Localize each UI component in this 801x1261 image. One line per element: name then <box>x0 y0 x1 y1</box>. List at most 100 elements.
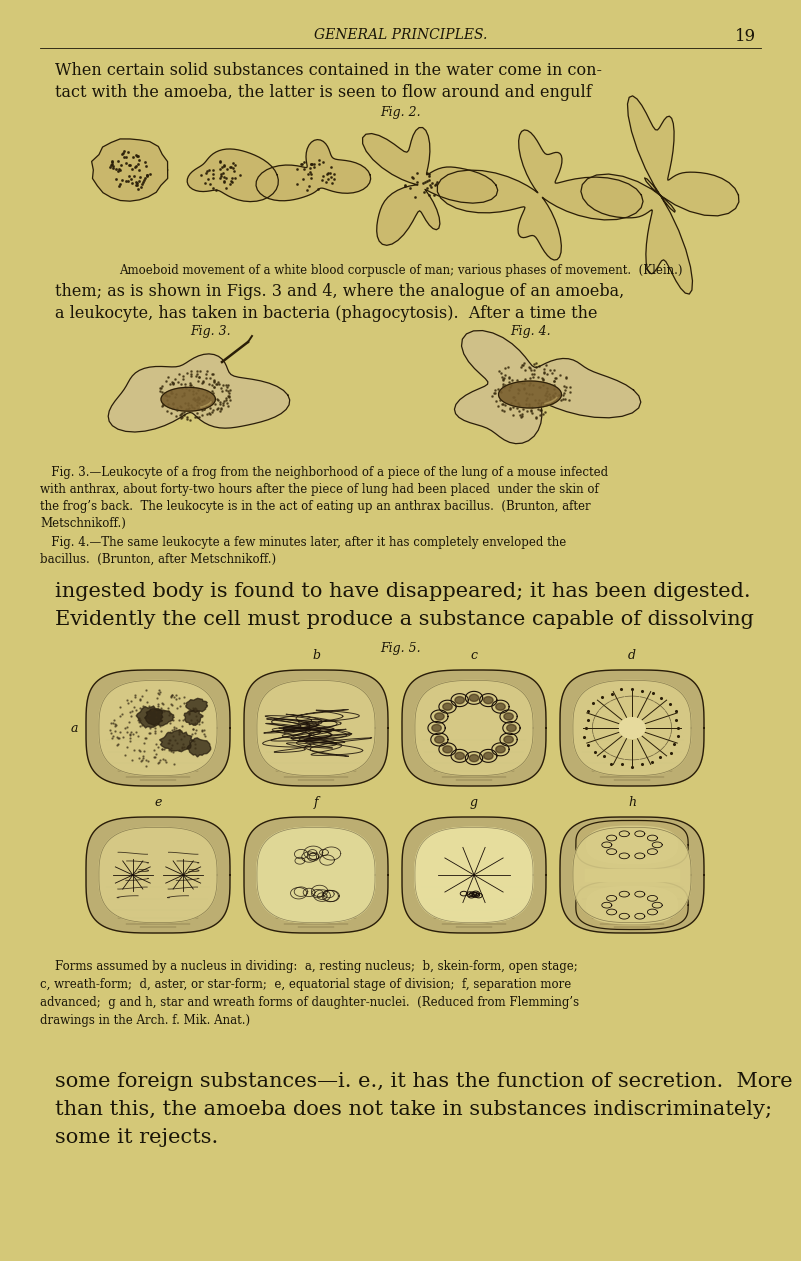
Point <box>167 395 180 415</box>
Point <box>143 705 155 725</box>
Point <box>191 392 203 412</box>
Point <box>155 699 167 719</box>
Point <box>215 165 227 185</box>
Text: When certain solid substances contained in the water come in con-: When certain solid substances contained … <box>55 62 602 79</box>
Point <box>204 397 217 417</box>
Point <box>119 719 132 739</box>
Point <box>304 168 317 188</box>
Point <box>159 386 171 406</box>
Point <box>163 730 176 750</box>
Point <box>187 377 199 397</box>
Point <box>131 154 144 174</box>
Point <box>120 690 133 710</box>
Point <box>185 366 198 386</box>
Point <box>153 680 166 700</box>
Point <box>149 701 162 721</box>
Point <box>120 723 133 743</box>
Point <box>114 160 127 180</box>
Point <box>417 173 430 193</box>
Point <box>190 710 203 730</box>
Point <box>523 396 536 416</box>
Point <box>604 754 617 774</box>
Point <box>163 375 176 395</box>
Point <box>153 683 166 704</box>
Point <box>190 366 203 386</box>
Point <box>546 386 559 406</box>
Point <box>119 171 132 192</box>
Point <box>207 377 220 397</box>
Point <box>122 694 135 714</box>
Point <box>155 739 168 759</box>
Point <box>499 395 512 415</box>
Polygon shape <box>86 670 230 786</box>
Point <box>537 362 550 382</box>
Point <box>175 373 187 393</box>
Point <box>133 171 146 192</box>
Point <box>553 364 566 385</box>
Point <box>203 404 215 424</box>
Point <box>297 159 310 179</box>
Point <box>184 710 197 730</box>
Point <box>214 151 227 171</box>
Point <box>110 159 123 179</box>
Point <box>140 728 153 748</box>
Point <box>191 361 203 381</box>
Polygon shape <box>573 827 691 923</box>
Point <box>558 390 571 410</box>
Point <box>529 407 542 427</box>
Point <box>164 381 177 401</box>
Polygon shape <box>257 827 375 923</box>
Point <box>131 173 143 193</box>
Point <box>188 390 201 410</box>
Point <box>130 721 143 741</box>
Polygon shape <box>244 817 388 933</box>
Point <box>626 757 638 777</box>
Point <box>406 168 419 188</box>
Point <box>191 407 203 427</box>
Text: with anthrax, about forty-two hours after the piece of lung had been placed  und: with anthrax, about forty-two hours afte… <box>40 483 599 496</box>
Point <box>430 174 443 194</box>
Point <box>514 357 527 377</box>
Point <box>148 747 161 767</box>
Point <box>119 148 132 168</box>
Point <box>196 371 209 391</box>
Text: GENERAL PRINCIPLES.: GENERAL PRINCIPLES. <box>314 28 487 42</box>
Point <box>547 361 560 381</box>
Point <box>217 163 230 183</box>
Point <box>578 726 590 747</box>
Point <box>671 718 684 738</box>
Point <box>654 747 667 767</box>
Point <box>190 720 203 740</box>
Point <box>122 171 135 192</box>
Point <box>152 738 165 758</box>
Point <box>165 404 178 424</box>
Point <box>129 156 142 177</box>
Point <box>423 175 436 195</box>
Point <box>304 159 316 179</box>
Point <box>557 386 570 406</box>
Text: b: b <box>312 649 320 662</box>
Point <box>132 150 145 170</box>
Point <box>142 710 155 730</box>
Point <box>492 380 505 400</box>
Point <box>220 377 233 397</box>
Point <box>127 740 140 760</box>
Point <box>155 739 168 759</box>
Point <box>294 154 307 174</box>
Point <box>297 169 310 189</box>
Point <box>218 155 231 175</box>
Point <box>136 748 149 768</box>
Point <box>188 406 201 426</box>
Polygon shape <box>560 817 704 933</box>
Point <box>223 156 236 177</box>
Point <box>151 687 163 707</box>
Point <box>172 710 185 730</box>
Point <box>308 154 320 174</box>
Point <box>227 158 239 178</box>
Point <box>215 164 227 184</box>
Point <box>199 363 212 383</box>
Point <box>207 372 220 392</box>
Point <box>180 407 193 427</box>
Text: Fig. 4.—The same leukocyte a few minutes later, after it has completely envelope: Fig. 4.—The same leukocyte a few minutes… <box>40 536 566 549</box>
Point <box>216 375 229 395</box>
